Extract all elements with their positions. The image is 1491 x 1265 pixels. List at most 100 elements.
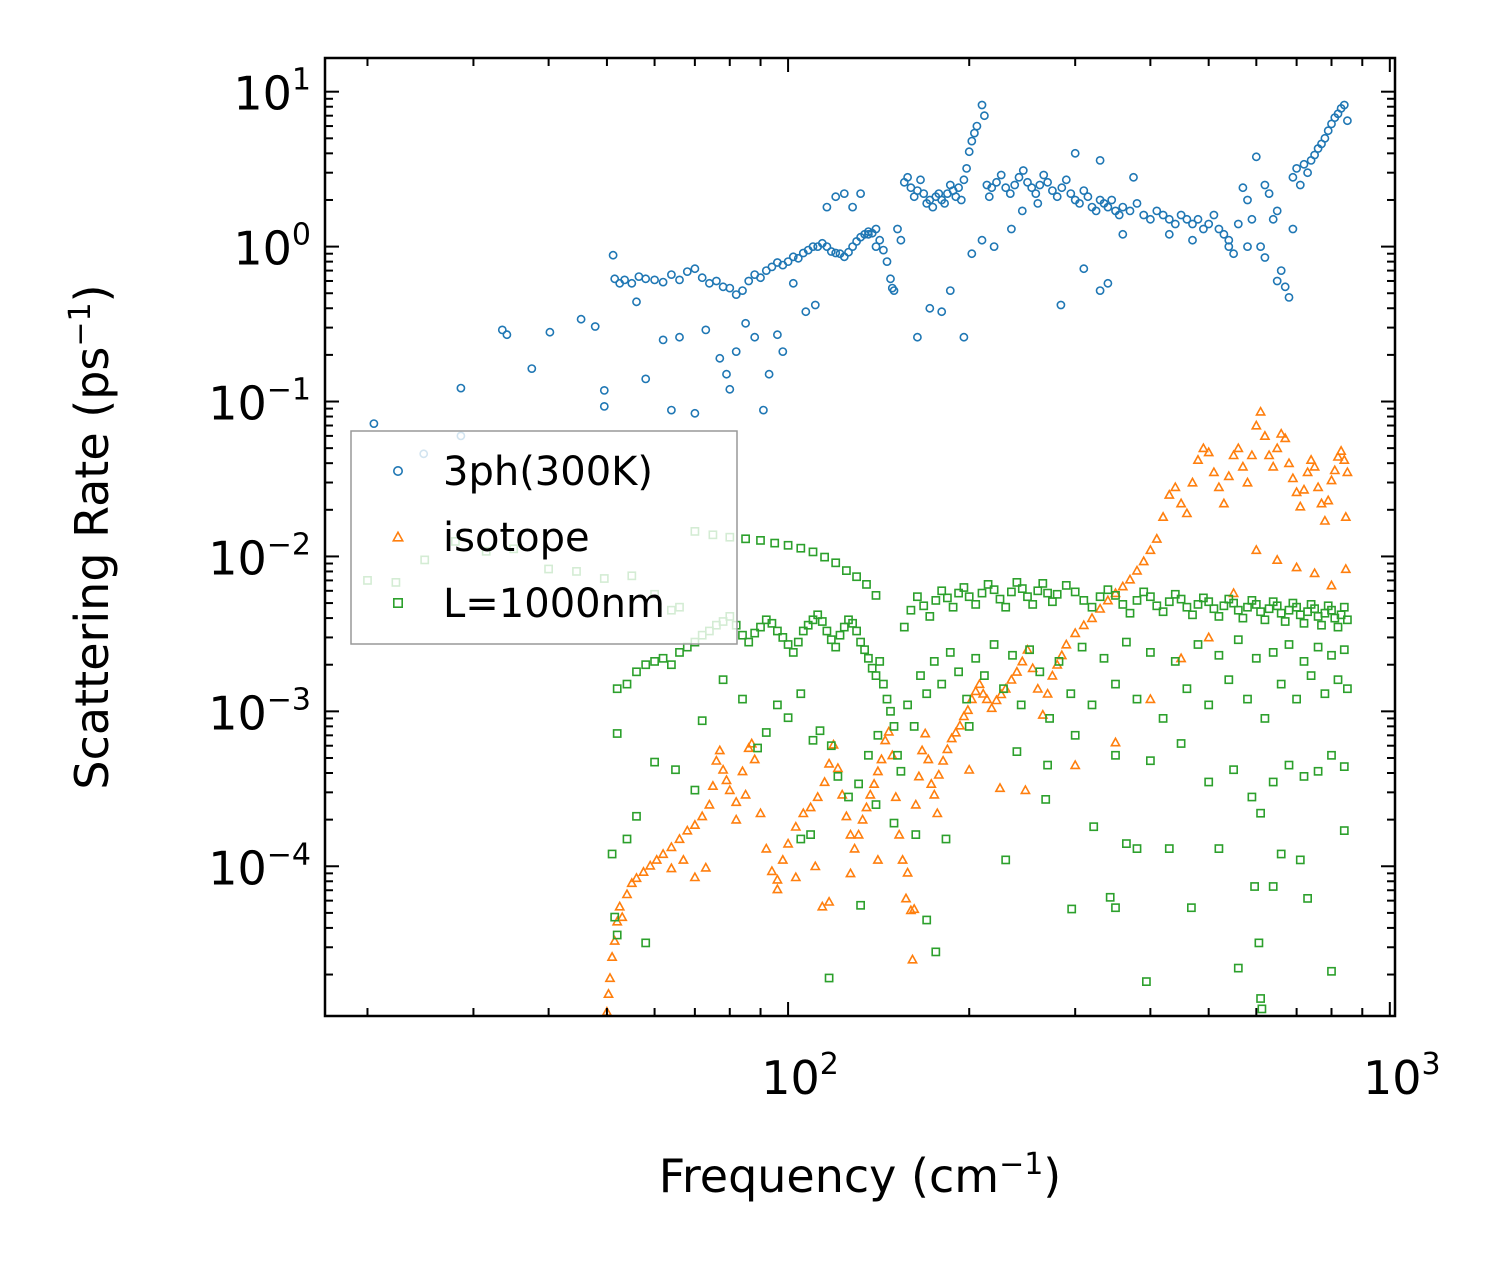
square-point <box>1276 679 1286 689</box>
square-point <box>1012 747 1022 756</box>
square-point <box>1343 615 1352 625</box>
legend-label: L=1000nm <box>443 581 665 627</box>
square-point <box>806 830 815 839</box>
circle-point <box>764 369 774 379</box>
square-point <box>937 586 947 596</box>
circle-point <box>967 249 977 259</box>
square-point <box>1224 675 1234 685</box>
circle-point <box>972 121 982 131</box>
triangle-point <box>1086 612 1098 623</box>
triangle-point <box>1279 432 1291 443</box>
square-point <box>741 534 750 544</box>
square-point <box>1061 580 1071 590</box>
square-point <box>650 656 659 666</box>
square-point <box>989 585 999 595</box>
circle-point <box>767 262 777 272</box>
square-point <box>718 675 728 685</box>
square-point <box>860 645 869 655</box>
circle-point <box>959 332 969 342</box>
triangle-point <box>1298 483 1310 494</box>
triangle-point <box>717 763 729 774</box>
legend-marker-circle <box>392 465 403 476</box>
circle-point <box>641 274 651 284</box>
circle-point <box>1031 189 1041 198</box>
triangle-point <box>616 911 628 922</box>
square-point <box>977 588 987 598</box>
square-point <box>1142 977 1151 986</box>
circle-point <box>502 330 512 340</box>
circle-point <box>658 335 668 345</box>
square-point <box>886 706 895 716</box>
square-point <box>1229 765 1238 775</box>
circle-point <box>977 100 987 110</box>
triangle-point <box>790 871 802 882</box>
triangle-point <box>1124 573 1136 584</box>
circle-point <box>725 384 735 394</box>
square-point <box>1111 750 1120 760</box>
triangle-point <box>902 866 914 877</box>
triangle-point <box>937 754 949 765</box>
circle-point <box>940 198 949 208</box>
triangle-point <box>730 813 742 824</box>
circle-point <box>667 270 676 279</box>
triangle-point <box>1094 602 1106 613</box>
triangle-point <box>1340 563 1352 574</box>
circle-point <box>1310 150 1319 160</box>
circle-point <box>599 385 609 395</box>
series-layer <box>363 100 1353 1016</box>
square-point <box>1182 684 1192 694</box>
square-point <box>1313 642 1323 652</box>
triangle-point <box>689 819 701 830</box>
triangle-point <box>933 768 945 779</box>
square-point <box>1254 938 1264 948</box>
square-point <box>1295 855 1305 865</box>
square-point <box>1320 689 1330 699</box>
square-point <box>1250 882 1259 891</box>
circle-point <box>725 283 735 293</box>
legend: 3ph(300K) isotope L=1000nm <box>350 430 738 645</box>
square-point <box>612 684 622 694</box>
square-point <box>1313 766 1323 776</box>
square-point <box>1164 597 1174 607</box>
circle-point <box>1095 286 1105 295</box>
square-point <box>1343 684 1352 694</box>
circle-point <box>980 111 989 121</box>
square-point <box>824 973 834 983</box>
square-point <box>931 947 941 957</box>
triangle-point <box>614 900 626 911</box>
circle-point <box>987 183 997 193</box>
circle-point <box>964 147 974 157</box>
square-point <box>1132 844 1142 853</box>
triangle-point <box>1291 561 1303 572</box>
triangle-point <box>970 685 982 696</box>
triangle-point <box>1329 464 1341 475</box>
square-point <box>1158 713 1168 723</box>
triangle-point <box>954 719 966 730</box>
triangle-point <box>991 694 1002 705</box>
square-point <box>931 595 941 605</box>
circle-point <box>793 253 803 263</box>
square-point <box>666 660 676 670</box>
triangle-point <box>724 784 736 795</box>
square-point <box>813 610 823 620</box>
triangle-point <box>805 801 817 812</box>
square-point <box>922 915 932 925</box>
triangle-point <box>922 753 934 764</box>
triangle-point <box>771 873 783 884</box>
series-3ph-300k <box>369 100 1352 459</box>
square-point <box>1170 589 1180 599</box>
circle-point <box>1204 219 1214 229</box>
triangle-point <box>1175 497 1187 508</box>
circle-point <box>1188 235 1197 245</box>
triangle-point <box>925 778 937 789</box>
circle-point <box>690 264 700 274</box>
triangle-point <box>986 702 998 713</box>
square-point <box>999 684 1008 694</box>
square-point <box>1038 578 1048 588</box>
square-point <box>632 667 641 677</box>
triangle-point <box>1294 500 1306 511</box>
x-tick-label: 102 <box>761 1047 839 1105</box>
triangle-point <box>1271 554 1283 565</box>
triangle-point <box>797 807 809 818</box>
